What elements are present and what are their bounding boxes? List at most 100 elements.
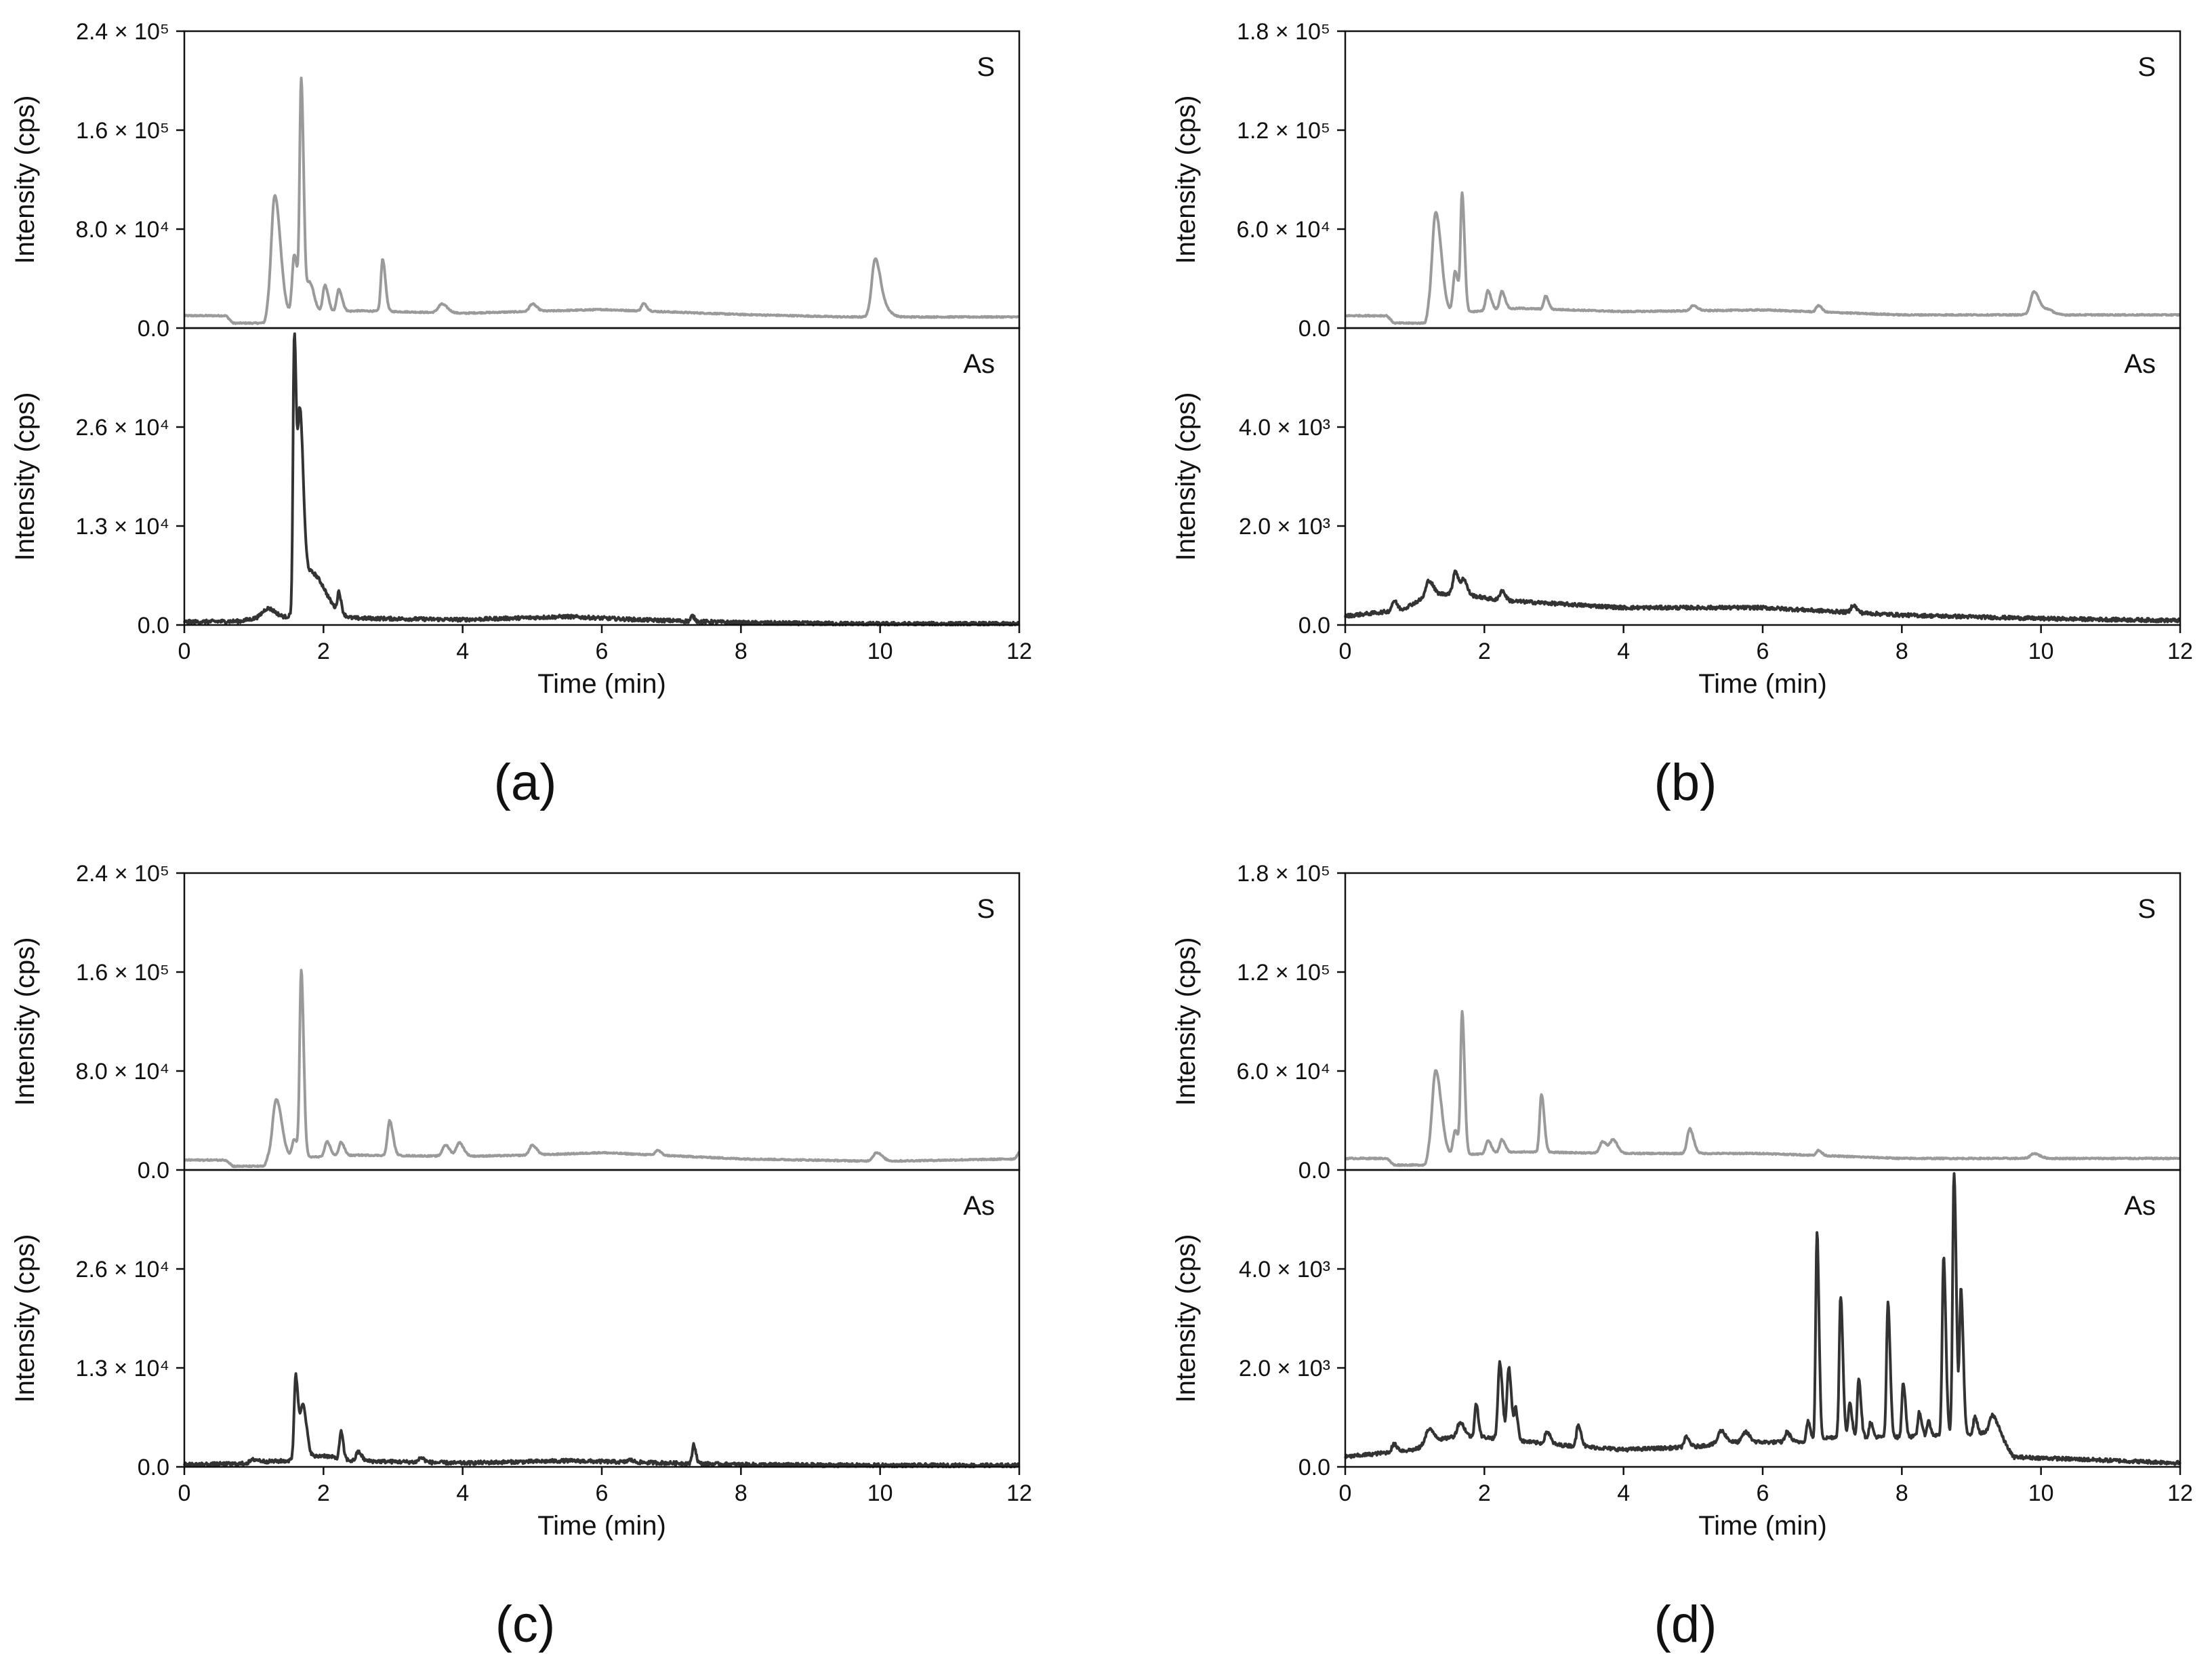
subplot-c-As: 0.0 1.3 × 10⁴ 2.6 × 10⁴ Intensity (cps) As 0 2…: [10, 1169, 1032, 1541]
y-tick-label: 4.0 × 10³: [1239, 415, 1330, 441]
y-tick-label: 2.6 × 10⁴: [76, 415, 169, 441]
y-tick-label: 2.0 × 10³: [1239, 514, 1330, 540]
x-tick-label: 4: [1617, 1480, 1630, 1506]
element-tag-S: S: [2137, 894, 2156, 924]
y-axis-label: Intensity (cps): [10, 1234, 40, 1403]
element-tag-As: As: [963, 349, 995, 379]
y-tick-label: 1.8 × 10⁵: [1237, 861, 1330, 887]
x-tick-label: 6: [1757, 639, 1769, 664]
x-tick-label: 0: [178, 1480, 191, 1506]
panel-caption: (c): [495, 1596, 556, 1653]
element-tag-S: S: [977, 52, 995, 82]
series-line-S: [1344, 191, 2182, 325]
axes-frame: [183, 327, 1021, 626]
x-tick-label: 10: [2028, 1480, 2054, 1506]
x-axis-label: Time (min): [1698, 669, 1827, 699]
x-tick-label: 2: [1478, 639, 1491, 664]
x-tick-label: 8: [1896, 1480, 1908, 1506]
axes-frame: [183, 1169, 1021, 1468]
element-tag-As: As: [2124, 1191, 2156, 1221]
subplot-b-S: 0.0 6.0 × 10⁴ 1.2 × 10⁵ 1.8 × 10⁵ Intensity …: [1171, 19, 2182, 342]
series-line-As: [1344, 1172, 2182, 1466]
x-tick-label: 12: [1006, 639, 1032, 664]
x-tick-label: 8: [1896, 639, 1908, 664]
axes-frame: [1344, 327, 2182, 626]
y-axis-label: Intensity (cps): [1171, 1234, 1201, 1403]
axes-frame: [1344, 30, 2182, 329]
x-tick-label: 10: [867, 1480, 893, 1506]
x-tick-label: 0: [1339, 1480, 1352, 1506]
element-tag-As: As: [963, 1191, 995, 1221]
panel-caption: (d): [1654, 1596, 1717, 1653]
x-tick-label: 4: [1617, 639, 1630, 664]
x-tick-label: 4: [456, 639, 469, 664]
y-axis-label: Intensity (cps): [10, 96, 40, 264]
element-tag-S: S: [2137, 52, 2156, 82]
x-tick-label: 8: [735, 639, 747, 664]
y-tick-label: 2.6 × 10⁴: [76, 1257, 169, 1282]
y-tick-label: 0.0: [1298, 1455, 1330, 1480]
axes-frame: [183, 872, 1021, 1171]
x-axis-label: Time (min): [537, 1511, 666, 1541]
axes-frame: [1344, 872, 2182, 1171]
y-tick-label: 0.0: [138, 1158, 169, 1184]
y-tick-label: 2.4 × 10⁵: [76, 19, 169, 45]
y-axis-label: Intensity (cps): [1171, 392, 1201, 561]
y-tick-label: 6.0 × 10⁴: [1237, 217, 1330, 243]
y-tick-label: 0.0: [138, 316, 169, 342]
panel-c: 0.0 8.0 × 10⁴ 1.6 × 10⁵ 2.4 × 10⁵ Intensity …: [10, 861, 1032, 1653]
y-tick-label: 1.2 × 10⁵: [1237, 960, 1330, 986]
subplot-a-S: 0.0 8.0 × 10⁴ 1.6 × 10⁵ 2.4 × 10⁵ Intensity …: [10, 19, 1021, 342]
panel-a: 0.0 8.0 × 10⁴ 1.6 × 10⁵ 2.4 × 10⁵ Intensity …: [10, 19, 1032, 811]
panel-caption: (a): [494, 754, 557, 811]
series-line-As: [183, 332, 1021, 626]
panel-d: 0.0 6.0 × 10⁴ 1.2 × 10⁵ 1.8 × 10⁵ Intensity …: [1171, 861, 2193, 1653]
series-line-S: [1344, 1010, 2182, 1167]
y-axis-label: Intensity (cps): [10, 937, 40, 1106]
x-tick-label: 6: [596, 639, 609, 664]
y-tick-label: 1.3 × 10⁴: [76, 514, 169, 540]
axes-frame: [1344, 1169, 2182, 1468]
subplot-b-As: 0.0 2.0 × 10³ 4.0 × 10³ Intensity (cps) As 0 2…: [1171, 327, 2193, 699]
y-tick-label: 0.0: [1298, 613, 1330, 639]
x-tick-label: 12: [1006, 1480, 1032, 1506]
subplot-d-S: 0.0 6.0 × 10⁴ 1.2 × 10⁵ 1.8 × 10⁵ Intensity …: [1171, 861, 2182, 1184]
subplot-c-S: 0.0 8.0 × 10⁴ 1.6 × 10⁵ 2.4 × 10⁵ Intensity …: [10, 861, 1021, 1184]
x-tick-label: 10: [2028, 639, 2054, 664]
x-tick-label: 4: [456, 1480, 469, 1506]
y-tick-label: 8.0 × 10⁴: [76, 1059, 169, 1085]
series-line-As: [183, 1372, 1021, 1468]
element-tag-As: As: [2124, 349, 2156, 379]
x-axis-label: Time (min): [1698, 1511, 1827, 1541]
x-tick-label: 2: [317, 639, 330, 664]
y-tick-label: 8.0 × 10⁴: [76, 217, 169, 243]
element-tag-S: S: [977, 894, 995, 924]
x-axis-label: Time (min): [537, 669, 666, 699]
panel-b: 0.0 6.0 × 10⁴ 1.2 × 10⁵ 1.8 × 10⁵ Intensity …: [1171, 19, 2193, 811]
y-tick-label: 0.0: [1298, 1158, 1330, 1184]
x-tick-label: 0: [178, 639, 191, 664]
x-tick-label: 2: [1478, 1480, 1491, 1506]
x-tick-label: 6: [596, 1480, 609, 1506]
series-line-S: [183, 77, 1021, 325]
y-tick-label: 1.6 × 10⁵: [76, 118, 169, 144]
y-tick-label: 1.6 × 10⁵: [76, 960, 169, 986]
y-tick-label: 0.0: [138, 1455, 169, 1480]
y-tick-label: 1.2 × 10⁵: [1237, 118, 1330, 144]
x-tick-label: 6: [1757, 1480, 1769, 1506]
y-tick-label: 0.0: [1298, 316, 1330, 342]
x-tick-label: 12: [2167, 1480, 2193, 1506]
x-tick-label: 8: [735, 1480, 747, 1506]
y-tick-label: 2.0 × 10³: [1239, 1356, 1330, 1381]
y-tick-label: 1.8 × 10⁵: [1237, 19, 1330, 45]
series-line-As: [1344, 569, 2182, 624]
x-tick-label: 10: [867, 639, 893, 664]
subplot-a-As: 0.0 1.3 × 10⁴ 2.6 × 10⁴ Intensity (cps) As 0 2…: [10, 327, 1032, 699]
y-axis-label: Intensity (cps): [1171, 937, 1201, 1106]
y-tick-label: 6.0 × 10⁴: [1237, 1059, 1330, 1085]
y-tick-label: 0.0: [138, 613, 169, 639]
y-tick-label: 1.3 × 10⁴: [76, 1356, 169, 1381]
y-tick-label: 4.0 × 10³: [1239, 1257, 1330, 1282]
x-tick-label: 0: [1339, 639, 1352, 664]
